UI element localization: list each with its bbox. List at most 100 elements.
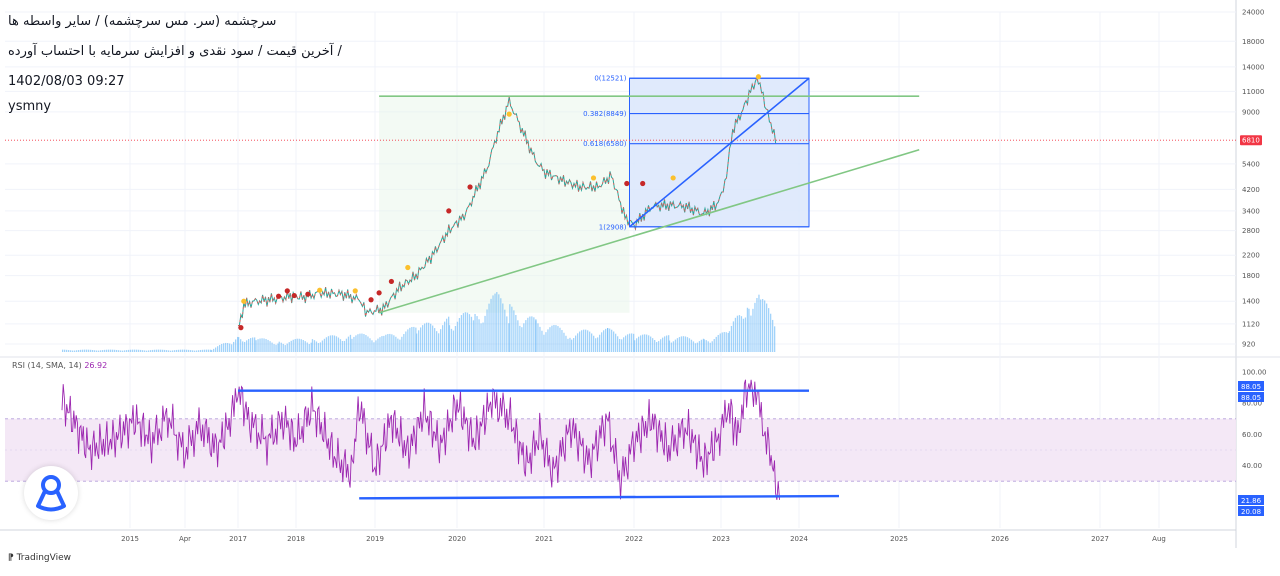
volume-bar bbox=[156, 349, 158, 352]
volume-bar bbox=[567, 338, 569, 352]
signal-dot-yellow bbox=[755, 74, 762, 80]
fib-level-label: 0(12521) bbox=[594, 75, 626, 83]
volume-bar bbox=[335, 336, 338, 352]
volume-bar bbox=[472, 320, 475, 352]
volume-bar bbox=[476, 316, 478, 352]
channel-zone bbox=[379, 96, 630, 313]
volume-bar bbox=[238, 337, 240, 352]
volume-bar bbox=[259, 338, 261, 352]
time-axis-label: 2017 bbox=[229, 535, 247, 543]
volume-bar bbox=[625, 335, 627, 352]
volume-bar bbox=[82, 349, 84, 352]
volume-bar bbox=[464, 312, 467, 352]
volume-bar bbox=[403, 334, 405, 352]
volume-bar bbox=[690, 339, 693, 352]
volume-bar bbox=[509, 304, 511, 352]
volume-bar bbox=[490, 298, 492, 352]
volume-bar bbox=[426, 322, 428, 352]
volume-bar bbox=[713, 339, 715, 352]
volume-bar bbox=[474, 313, 476, 352]
volume-bar bbox=[517, 320, 519, 352]
volume-bar bbox=[432, 325, 434, 352]
volume-bar bbox=[298, 338, 300, 352]
volume-bar bbox=[242, 341, 244, 352]
volume-bar bbox=[211, 350, 213, 352]
volume-bar bbox=[688, 338, 691, 352]
price-axis-label: 3400 bbox=[1242, 207, 1260, 215]
volume-bar bbox=[389, 333, 391, 352]
volume-bar bbox=[700, 339, 703, 352]
volume-bar bbox=[178, 349, 180, 352]
volume-bar bbox=[715, 336, 717, 352]
volume-bar bbox=[454, 326, 457, 352]
volume-bar bbox=[758, 294, 760, 352]
volume-bar bbox=[349, 334, 352, 352]
volume-bar bbox=[246, 340, 248, 352]
volume-bar bbox=[513, 310, 515, 352]
volume-bar bbox=[361, 333, 363, 352]
volume-bar bbox=[194, 350, 196, 352]
volume-bar bbox=[373, 342, 375, 352]
volume-bar bbox=[128, 349, 130, 352]
rsi-indicator-label[interactable]: RSI (14, SMA, 14) 26.92 bbox=[12, 361, 107, 370]
rsi-value-tag bbox=[1238, 381, 1264, 391]
volume-bar bbox=[430, 323, 432, 352]
volume-bar bbox=[557, 326, 559, 352]
volume-bar bbox=[144, 350, 146, 352]
volume-bar bbox=[213, 348, 215, 352]
volume-bar bbox=[78, 350, 80, 352]
volume-bar bbox=[315, 341, 318, 352]
tradingview-branding[interactable]: ⁋ TradingView bbox=[8, 553, 71, 563]
volume-bar bbox=[666, 335, 668, 352]
volume-bar bbox=[434, 328, 436, 352]
time-axis-label: 2021 bbox=[535, 535, 553, 543]
volume-bar bbox=[146, 350, 148, 352]
volume-bar bbox=[502, 303, 504, 352]
volume-bar bbox=[575, 335, 577, 352]
volume-bar bbox=[337, 337, 340, 352]
volume-bar bbox=[148, 350, 150, 352]
volume-bar bbox=[705, 340, 707, 352]
volume-bar bbox=[347, 336, 350, 352]
volume-bar bbox=[642, 334, 644, 352]
volume-bar bbox=[257, 339, 259, 352]
volume-bar bbox=[742, 318, 745, 352]
volume-bar bbox=[411, 327, 413, 352]
volume-bar bbox=[547, 329, 549, 352]
volume-bar bbox=[405, 331, 407, 352]
volume-bar bbox=[709, 342, 711, 352]
rsi-series bbox=[61, 379, 780, 500]
volume-bar bbox=[727, 333, 729, 352]
volume-bar bbox=[725, 332, 727, 352]
volume-bar bbox=[504, 309, 506, 352]
volume-bar bbox=[80, 349, 82, 352]
price-axis-label: 1120 bbox=[1242, 320, 1260, 328]
signal-dot-red bbox=[388, 278, 394, 285]
volume-bar bbox=[519, 325, 521, 352]
volume-bar bbox=[231, 344, 233, 352]
volume-bar bbox=[152, 349, 154, 352]
volume-bar bbox=[248, 339, 250, 352]
volume-bar bbox=[196, 350, 198, 352]
volume-bar bbox=[381, 336, 383, 352]
volume-bar bbox=[672, 341, 675, 352]
volume-bar bbox=[62, 349, 64, 352]
volume-bar bbox=[438, 333, 440, 352]
volume-bar bbox=[339, 339, 342, 352]
volume-bar bbox=[444, 321, 446, 352]
volume-bar bbox=[204, 349, 206, 352]
volume-bar bbox=[420, 327, 422, 352]
volume-bar bbox=[288, 342, 290, 352]
time-axis-label: Aug bbox=[1152, 535, 1166, 543]
volume-bar bbox=[219, 344, 221, 352]
chart-author: ysmny bbox=[8, 99, 52, 114]
rsi-axis-label: 80.00 bbox=[1242, 400, 1262, 408]
volume-bar bbox=[422, 325, 424, 352]
volume-bar bbox=[304, 341, 306, 352]
volume-bar bbox=[154, 349, 156, 352]
volume-bar bbox=[132, 349, 134, 352]
signal-dot-yellow bbox=[241, 298, 247, 304]
volume-bar bbox=[130, 349, 132, 352]
